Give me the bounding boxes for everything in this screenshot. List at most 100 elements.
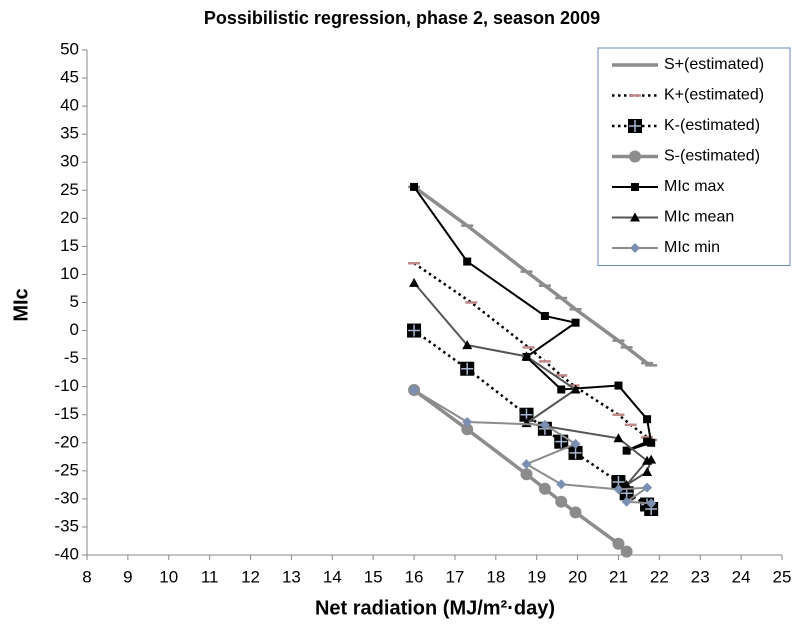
y-tick-label: -15	[54, 404, 79, 423]
data-point	[460, 361, 475, 376]
x-tick-label: 11	[201, 567, 219, 586]
x-tick-label: 25	[773, 567, 792, 586]
x-axis-title: Net radiation (MJ/m²·day)	[315, 597, 555, 619]
data-point	[538, 482, 551, 495]
y-tick-label: 10	[60, 264, 79, 283]
y-tick-label: -5	[64, 348, 79, 367]
x-tick-label: 12	[241, 567, 260, 586]
data-point	[556, 479, 567, 490]
legend-label: S+(estimated)	[664, 56, 764, 73]
data-point	[647, 438, 656, 447]
data-point	[643, 437, 652, 446]
marker-cross	[629, 120, 641, 132]
x-tick-label: 15	[364, 567, 383, 586]
chart-title: Possibilistic regression, phase 2, seaso…	[204, 8, 600, 28]
data-point	[646, 454, 657, 464]
data-point	[409, 277, 420, 287]
data-point	[521, 351, 532, 361]
y-tick-label: 25	[60, 180, 79, 199]
series-line	[413, 185, 653, 367]
legend-label: MIc mean	[664, 209, 734, 226]
marker-cross	[408, 324, 421, 337]
y-tick-label: 50	[60, 39, 79, 58]
data-point	[539, 419, 550, 430]
data-point	[613, 484, 624, 495]
data-point	[643, 415, 652, 424]
data-point	[555, 495, 568, 508]
data-point	[613, 433, 624, 443]
data-point	[614, 381, 623, 390]
x-tick-label: 10	[159, 567, 178, 586]
legend-marker	[630, 243, 640, 253]
data-point	[462, 417, 473, 428]
data-point	[407, 323, 422, 338]
data-point	[620, 545, 633, 558]
data-point	[622, 446, 631, 455]
x-tick-label: 19	[527, 567, 546, 586]
x-tick-label: 14	[323, 567, 342, 586]
x-tick-label: 23	[691, 567, 710, 586]
legend-label: S-(estimated)	[664, 148, 760, 165]
data-point	[612, 537, 625, 550]
x-tick-label: 16	[405, 567, 424, 586]
data-point	[621, 496, 632, 507]
y-tick-label: 15	[60, 236, 79, 255]
data-point	[646, 498, 657, 509]
legend-label: K-(estimated)	[664, 117, 760, 134]
series-line	[413, 262, 652, 442]
data-point	[621, 479, 632, 489]
y-tick-label: 30	[60, 152, 79, 171]
series-line	[413, 388, 628, 553]
x-tick-label: 21	[609, 567, 628, 586]
x-tick-label: 17	[445, 567, 464, 586]
y-tick-label: 20	[60, 208, 79, 227]
data-point	[570, 438, 581, 449]
series-line	[413, 282, 653, 486]
x-tick-label: 18	[486, 567, 505, 586]
legend-label: MIc max	[664, 178, 724, 195]
data-point	[554, 434, 569, 449]
x-tick-label: 24	[732, 567, 751, 586]
y-tick-label: 45	[60, 68, 79, 87]
data-point	[462, 340, 473, 350]
legend-marker	[629, 150, 641, 163]
data-point	[410, 182, 419, 191]
y-tick-label: 35	[60, 124, 79, 143]
legend-marker	[631, 183, 639, 191]
series-line	[413, 389, 652, 505]
marker-cross	[461, 362, 474, 375]
x-tick-label: 20	[568, 567, 587, 586]
data-point	[642, 482, 653, 493]
data-point	[642, 466, 653, 476]
data-point	[463, 257, 472, 266]
y-tick-label: -10	[54, 376, 79, 395]
x-tick-label: 13	[282, 567, 301, 586]
y-tick-label: 5	[70, 292, 79, 311]
legend-label: K+(estimated)	[664, 87, 764, 104]
legend: S+(estimated) K+(estimated) K-(estimated) S…	[597, 47, 791, 266]
y-tick-label: -25	[54, 460, 79, 479]
y-axis-title: MIc	[10, 288, 32, 321]
data-point	[409, 385, 420, 396]
y-tick-label: -30	[54, 488, 79, 507]
data-point	[521, 459, 532, 470]
y-tick-label: 40	[60, 96, 79, 115]
y-tick-label: 0	[70, 320, 79, 339]
data-point	[461, 423, 474, 436]
y-tick-label: -35	[54, 516, 79, 535]
legend-marker	[630, 212, 640, 222]
data-point	[520, 468, 533, 481]
x-tick-label: 9	[123, 567, 132, 586]
y-tick-label: -20	[54, 432, 79, 451]
x-tick-label: 8	[82, 567, 91, 586]
data-point	[557, 385, 566, 394]
data-point	[571, 318, 580, 327]
legend-label: MIc min	[664, 239, 720, 256]
data-point	[569, 506, 582, 519]
marker-cross	[555, 435, 568, 448]
x-tick-label: 22	[650, 567, 669, 586]
legend-marker	[628, 119, 642, 133]
data-point	[570, 384, 581, 394]
y-tick-label: -40	[54, 544, 79, 563]
